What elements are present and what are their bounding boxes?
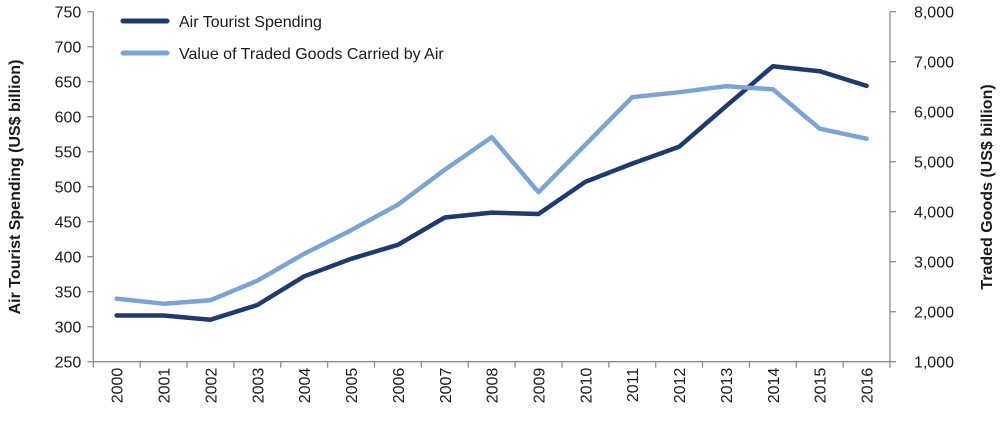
y-left-tick-label: 500 — [55, 180, 82, 197]
series-line-air-tourist-spending — [117, 66, 867, 319]
y-axis-right-label: Traded Goods (US$ billion) — [979, 84, 996, 289]
x-tick-label: 2005 — [344, 368, 361, 404]
x-tick-label: 2008 — [485, 368, 502, 404]
x-tick-label: 2012 — [672, 368, 689, 404]
x-tick-label: 2013 — [719, 368, 736, 404]
y-left-tick-label: 450 — [55, 215, 82, 232]
y-axis-left-label: Air Tourist Spending (US$ billion) — [7, 60, 24, 315]
y-right-tick-label: 4,000 — [914, 205, 954, 222]
y-right-tick-label: 8,000 — [914, 5, 954, 22]
x-tick-label: 2003 — [250, 368, 267, 404]
y-right-tick-label: 5,000 — [914, 155, 954, 172]
x-tick-label: 2014 — [766, 368, 783, 404]
y-right-tick-label: 1,000 — [914, 355, 954, 372]
y-left-tick-label: 650 — [55, 75, 82, 92]
y-left-tick-label: 300 — [55, 320, 82, 337]
y-right-tick-label: 3,000 — [914, 255, 954, 272]
x-tick-label: 2016 — [860, 368, 877, 404]
legend-label: Value of Traded Goods Carried by Air — [179, 46, 444, 63]
y-left-tick-label: 550 — [55, 145, 82, 162]
y-right-tick-label: 2,000 — [914, 305, 954, 322]
x-tick-label: 2000 — [110, 368, 127, 404]
y-left-tick-label: 400 — [55, 250, 82, 267]
y-right-tick-label: 7,000 — [914, 55, 954, 72]
y-left-tick-label: 750 — [55, 5, 82, 22]
x-tick-label: 2009 — [532, 368, 549, 404]
x-tick-label: 2002 — [203, 368, 220, 404]
legend-label: Air Tourist Spending — [179, 14, 322, 31]
x-tick-label: 2015 — [813, 368, 830, 404]
x-tick-label: 2007 — [438, 368, 455, 404]
x-tick-label: 2011 — [625, 368, 642, 403]
x-tick-label: 2010 — [578, 368, 595, 404]
x-tick-label: 2004 — [297, 368, 314, 404]
y-left-tick-label: 600 — [55, 110, 82, 127]
series-line-traded-goods — [117, 86, 867, 304]
y-right-tick-label: 6,000 — [914, 105, 954, 122]
x-tick-label: 2001 — [157, 368, 174, 404]
y-left-tick-label: 250 — [55, 355, 82, 372]
x-tick-label: 2006 — [391, 368, 408, 404]
y-left-tick-label: 700 — [55, 40, 82, 57]
y-left-tick-label: 350 — [55, 285, 82, 302]
